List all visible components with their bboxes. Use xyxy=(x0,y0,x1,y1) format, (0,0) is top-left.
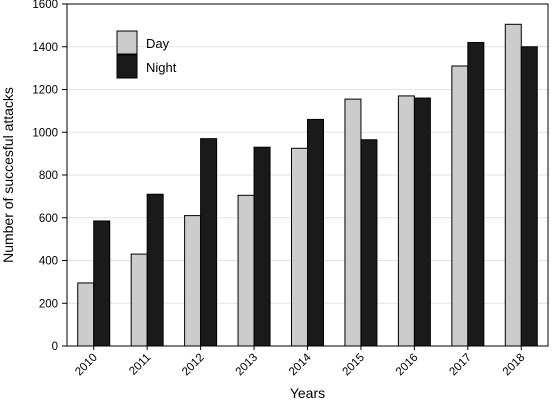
legend-swatch-day xyxy=(116,30,138,55)
bar-night-2014 xyxy=(307,118,324,347)
x-tick-label: 2011 xyxy=(127,352,153,378)
bar-day-2011 xyxy=(130,253,148,347)
bar-day-2014 xyxy=(291,147,308,347)
x-tick-label: 2013 xyxy=(234,352,261,379)
y-tick-label: 1000 xyxy=(32,127,58,139)
bar-night-2015 xyxy=(360,139,378,347)
y-tick-label: 200 xyxy=(39,298,58,310)
bar-night-2017 xyxy=(467,41,485,347)
bar-day-2018 xyxy=(504,23,522,347)
x-tick-label: 2010 xyxy=(73,352,100,379)
x-tick-label: 2016 xyxy=(394,352,421,379)
bar-night-2013 xyxy=(253,146,271,347)
bar-day-2012 xyxy=(184,215,202,347)
x-tick-label: 2014 xyxy=(287,351,314,378)
x-axis-ticks: 2010 2011 2012 2013 2014 2015 2016 2017 2018 xyxy=(73,346,527,378)
bars xyxy=(77,23,538,347)
y-tick-label: 1200 xyxy=(32,85,58,97)
bar-day-2015 xyxy=(344,98,362,347)
bar-night-2012 xyxy=(200,138,218,347)
y-tick-label: 800 xyxy=(39,170,58,182)
bar-night-2010 xyxy=(93,220,111,347)
bar-day-2016 xyxy=(397,95,415,347)
bar-night-2018 xyxy=(520,46,538,347)
legend: Day Night xyxy=(116,30,177,79)
bar-day-2010 xyxy=(77,282,95,347)
y-tick-label: 400 xyxy=(39,256,58,268)
legend-label-day: Day xyxy=(146,36,170,51)
x-axis-title: Years xyxy=(290,385,325,401)
y-axis-title: Number of succesful attacks xyxy=(0,87,16,263)
bar-night-2016 xyxy=(413,97,431,347)
y-tick-label: 1400 xyxy=(32,42,58,54)
y-tick-label: 600 xyxy=(39,213,58,225)
y-tick-label: 0 xyxy=(52,341,58,353)
bar-night-2011 xyxy=(146,193,164,347)
legend-label-night: Night xyxy=(146,60,177,75)
bar-day-2017 xyxy=(451,65,469,347)
x-tick-label: 2018 xyxy=(501,352,528,379)
x-tick-label: 2017 xyxy=(447,352,474,379)
bar-day-2013 xyxy=(237,194,255,347)
y-axis-ticks: 0 200 400 600 800 1000 1200 1400 1600 xyxy=(32,0,67,353)
x-tick-label: 2015 xyxy=(340,352,367,379)
legend-swatch-night xyxy=(116,54,138,79)
y-tick-label: 1600 xyxy=(32,0,58,11)
x-tick-label: 2012 xyxy=(180,352,207,379)
